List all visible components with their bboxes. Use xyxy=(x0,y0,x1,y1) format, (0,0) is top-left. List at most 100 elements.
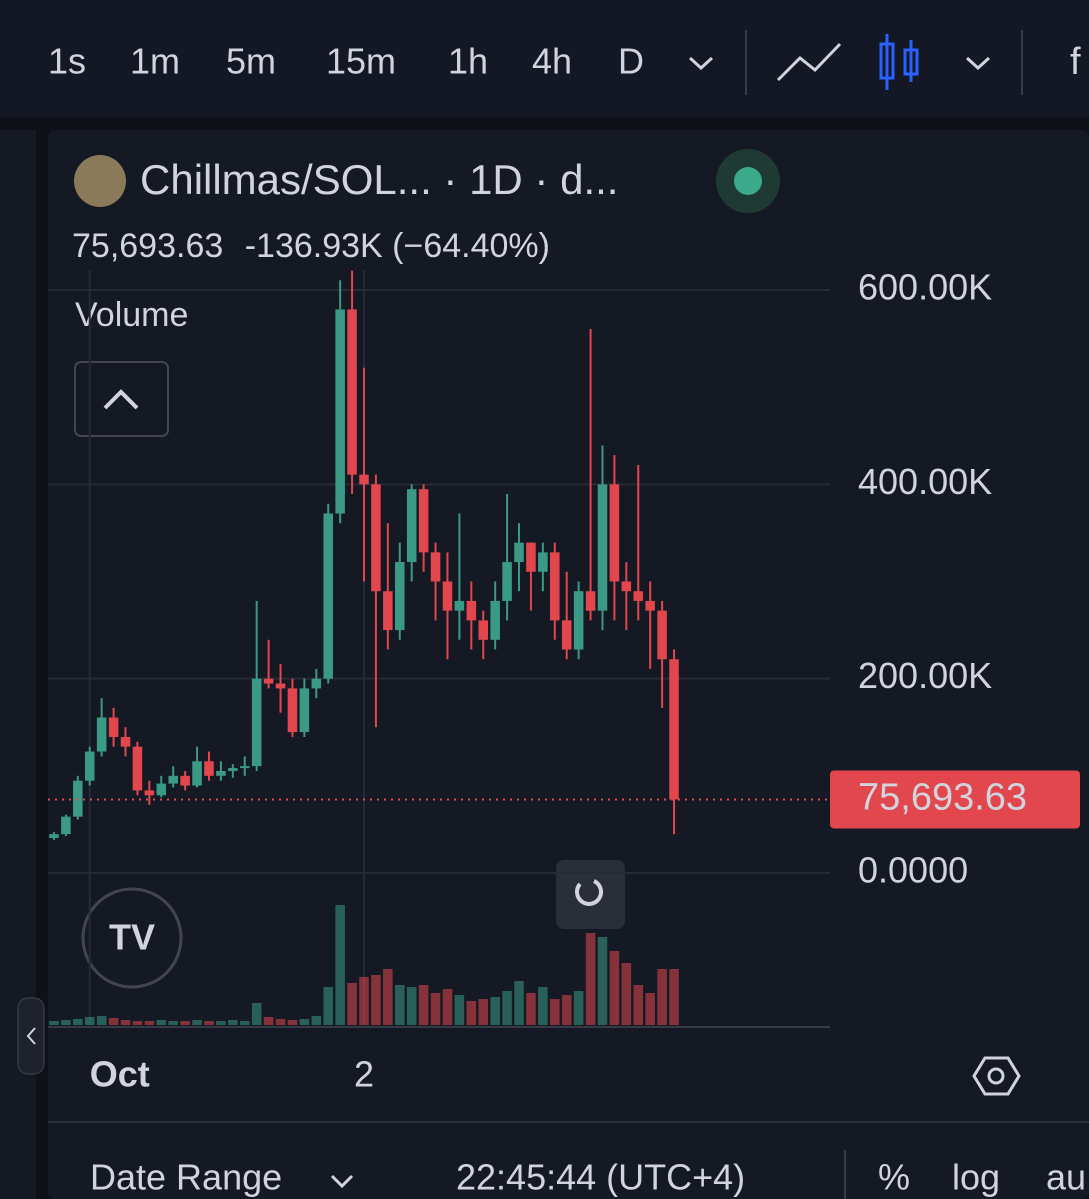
candle-body xyxy=(192,761,202,786)
volume-bar xyxy=(132,1021,143,1025)
y-tick-label: 0.0000 xyxy=(858,850,968,891)
candle-chart-icon[interactable] xyxy=(879,34,919,90)
candle-body xyxy=(573,591,584,650)
collapse-button[interactable] xyxy=(74,361,169,437)
volume-bar xyxy=(84,1017,95,1025)
candle-body xyxy=(502,562,512,601)
candle-body xyxy=(645,600,655,611)
fx-icon[interactable]: f xyxy=(1070,41,1081,83)
y-tick-label: 600.00K xyxy=(858,267,992,308)
volume-bar xyxy=(538,987,548,1025)
interval-button[interactable]: 4h xyxy=(532,41,572,82)
candle-body xyxy=(311,678,322,689)
price-label: 75,693.63 xyxy=(858,776,1027,818)
dropdown-icon[interactable] xyxy=(688,56,714,71)
candle-body xyxy=(359,474,369,485)
volume-bar xyxy=(645,993,655,1025)
volume-bar xyxy=(120,1020,131,1025)
volume-bar xyxy=(108,1018,119,1025)
candle-body xyxy=(239,766,250,769)
volume-bar xyxy=(478,999,489,1025)
volume-bar xyxy=(323,987,333,1025)
candle-body xyxy=(454,600,465,611)
candle-body xyxy=(526,542,536,572)
volume-bar xyxy=(633,985,644,1025)
candle-body xyxy=(466,600,477,621)
candle-body xyxy=(597,484,608,611)
token-avatar xyxy=(74,155,126,207)
volume-bar xyxy=(550,999,560,1025)
volume-bar xyxy=(216,1021,226,1025)
candle-body xyxy=(204,761,214,776)
dropdown-icon[interactable] xyxy=(965,56,991,71)
candle-body xyxy=(299,688,310,733)
volume-bar xyxy=(359,977,369,1025)
legend-last: 75,693.63 xyxy=(72,227,223,265)
volume-bar xyxy=(526,993,536,1025)
candle-body xyxy=(120,736,131,747)
volume-bar xyxy=(585,933,596,1025)
volume-bar xyxy=(371,975,381,1025)
candle-body xyxy=(406,489,417,563)
candle-body xyxy=(585,591,596,611)
side-toggle[interactable] xyxy=(17,997,45,1075)
volume-bar xyxy=(430,993,441,1025)
interval-button[interactable]: D xyxy=(618,41,644,82)
volume-bar xyxy=(395,985,405,1025)
volume-bar xyxy=(418,985,429,1025)
log-toggle[interactable]: log xyxy=(952,1157,1000,1198)
price-label-bg xyxy=(830,770,1080,829)
volume-bar xyxy=(335,905,345,1025)
volume-bar xyxy=(228,1020,238,1025)
line-chart-icon[interactable] xyxy=(776,42,842,82)
candle-body xyxy=(96,717,107,752)
candle-body xyxy=(657,610,667,660)
candle-body xyxy=(275,683,286,689)
date-range[interactable]: Date Range xyxy=(90,1157,282,1198)
volume-bar xyxy=(561,995,572,1025)
candle-body xyxy=(144,790,155,796)
volume-bar xyxy=(251,1003,262,1025)
volume-bar xyxy=(96,1016,107,1025)
candle-body xyxy=(395,562,405,631)
candle-body xyxy=(228,768,238,771)
interval-button[interactable]: 1s xyxy=(48,41,86,82)
reset-button[interactable] xyxy=(556,860,625,929)
tv-logo[interactable] xyxy=(81,887,183,989)
dropdown-icon[interactable] xyxy=(330,1174,354,1189)
volume-bar xyxy=(73,1019,83,1025)
candle-body xyxy=(561,620,572,650)
chevron-up xyxy=(103,389,139,410)
candle-body xyxy=(49,834,59,839)
interval-button[interactable]: 1h xyxy=(448,41,488,82)
candle-body xyxy=(550,552,560,621)
volume-bar xyxy=(144,1021,155,1025)
volume-bar xyxy=(49,1021,59,1025)
plot xyxy=(49,270,679,1025)
interval-button[interactable]: 15m xyxy=(326,41,396,82)
tv-logo-mark: TV xyxy=(109,917,155,958)
candle-body xyxy=(371,484,381,592)
volume-bar xyxy=(383,969,393,1025)
clock: 22:45:44 (UTC+4) xyxy=(456,1157,745,1198)
candle-body xyxy=(383,591,393,631)
settings-icon[interactable] xyxy=(972,1056,1021,1096)
volume-bar xyxy=(156,1020,167,1025)
percent-toggle[interactable]: % xyxy=(878,1157,910,1198)
volume-bar xyxy=(347,983,357,1025)
y-tick-label: 200.00K xyxy=(858,655,992,696)
legend-change-pct: (−64.40%) xyxy=(392,227,550,265)
volume-bar xyxy=(287,1020,298,1025)
volume-bar xyxy=(406,987,417,1025)
interval-button[interactable]: 1m xyxy=(130,41,180,82)
interval-button[interactable]: 5m xyxy=(226,41,276,82)
symbol-title[interactable]: Chillmas/SOL... · 1D · d... xyxy=(140,156,618,203)
volume-bar xyxy=(669,969,679,1025)
auto-toggle[interactable]: au xyxy=(1046,1157,1086,1198)
y-tick-label: 400.00K xyxy=(858,461,992,502)
candle-body xyxy=(108,717,119,737)
candle-body xyxy=(538,552,548,572)
candle-body xyxy=(216,770,226,776)
candle-body xyxy=(180,775,190,786)
